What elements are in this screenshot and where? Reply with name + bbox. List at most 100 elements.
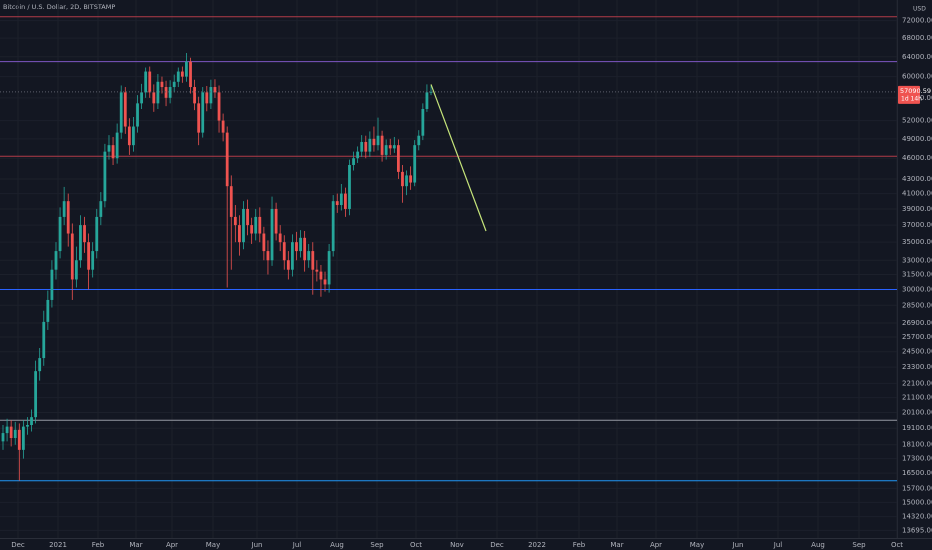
candle-body [148,71,152,93]
chart-title: Bitcoin / U.S. Dollar, 2D, BITSTAMP [3,3,115,11]
candle-body [282,242,286,261]
candle-body [13,429,17,439]
candle-body [115,132,119,159]
y-tick-label: 23300.00 [902,363,932,371]
candle-body [392,145,396,149]
candle-body [17,429,21,450]
candle-body [339,193,343,206]
candle-body [197,103,201,133]
candle-body [254,216,258,234]
candle-body [180,71,184,77]
y-tick-label: 64000.00 [902,53,932,61]
candle-body [307,251,311,261]
candle-body [425,92,429,109]
candle-body [246,208,249,226]
candle-body [270,208,274,261]
last-price-box [898,85,920,104]
x-tick-label: Mar [129,541,142,549]
candle-body [258,216,262,234]
y-tick-label: 13695.00 [902,526,932,534]
candle-body [21,426,25,450]
candle-body [380,135,384,155]
y-tick-label: 35000.00 [902,238,932,246]
y-tick-label: 30000.00 [902,286,932,294]
candle-body [421,108,425,136]
candle-body [127,126,131,146]
candle-body [233,216,237,226]
candle-body [266,251,270,261]
countdown: 1d 14h [901,95,922,102]
candle-body [119,92,123,133]
y-tick-label: 31500.00 [902,271,932,279]
candle-body [123,92,127,127]
y-tick-label: 46000.00 [902,154,932,162]
candle-body [213,87,217,93]
candle-body [176,71,180,82]
candle-body [74,260,78,280]
candle-body [372,138,376,146]
y-tick-label: 28500.00 [902,301,932,309]
x-tick-label: Sep [852,541,866,549]
candle-body [323,279,327,285]
candle-body [34,371,38,418]
candle-body [91,251,95,270]
candle-body [46,299,50,322]
y-tick-label: 37000.00 [902,221,932,229]
candle-body [319,271,323,280]
candle-body [189,61,192,88]
candle-body [291,242,294,270]
y-tick-label: 24500.00 [902,348,932,356]
candle-body [217,92,221,121]
candle-body [144,71,148,93]
candle-body [303,237,307,261]
candle-body [311,251,315,270]
x-tick-label: Mar [610,541,623,549]
x-tick-label: Nov [450,541,464,549]
candle-body [185,61,188,77]
candle-body [352,158,355,165]
x-tick-label: 2022 [528,541,546,549]
candle-body [315,269,319,272]
x-tick-label: Apr [166,541,178,549]
candle-body [156,81,160,104]
x-tick-label: Jun [732,541,744,549]
candle-body [295,242,298,252]
y-tick-label: 19100.00 [902,424,932,432]
x-tick-label: May [206,541,220,549]
candle-body [9,426,13,439]
x-tick-label: 2021 [49,541,67,549]
candle-body [229,186,233,217]
x-tick-label: Sep [370,541,384,549]
x-tick-label: May [690,541,704,549]
candle-body [327,251,331,285]
candle-body [5,426,9,434]
candle-body [376,135,380,146]
candle-body [201,92,205,133]
candle-body [66,201,70,234]
y-tick-label: 20100.00 [902,409,932,417]
y-tick-label: 16500.00 [902,469,932,477]
candle-body [205,92,209,104]
candle-body [58,216,62,252]
candle-body [87,242,90,270]
candle-body [356,151,360,159]
x-tick-label: Oct [891,541,903,549]
candle-body [348,164,351,209]
candle-body [299,237,302,252]
candle-body [54,251,58,270]
candle-body [168,87,172,98]
x-tick-label: Dec [490,541,504,549]
y-tick-label: 72000.00 [902,17,932,25]
y-tick-label: 49000.00 [902,135,932,143]
x-tick-label: Aug [330,541,344,549]
candle-body [401,171,404,187]
x-tick-label: Feb [573,541,586,549]
candle-body [107,145,111,152]
y-tick-label: 60000.00 [902,73,932,81]
candle-body [164,87,168,98]
candle-body [286,260,290,270]
y-tick-label: 15700.00 [902,484,932,492]
currency: USD [913,6,926,13]
